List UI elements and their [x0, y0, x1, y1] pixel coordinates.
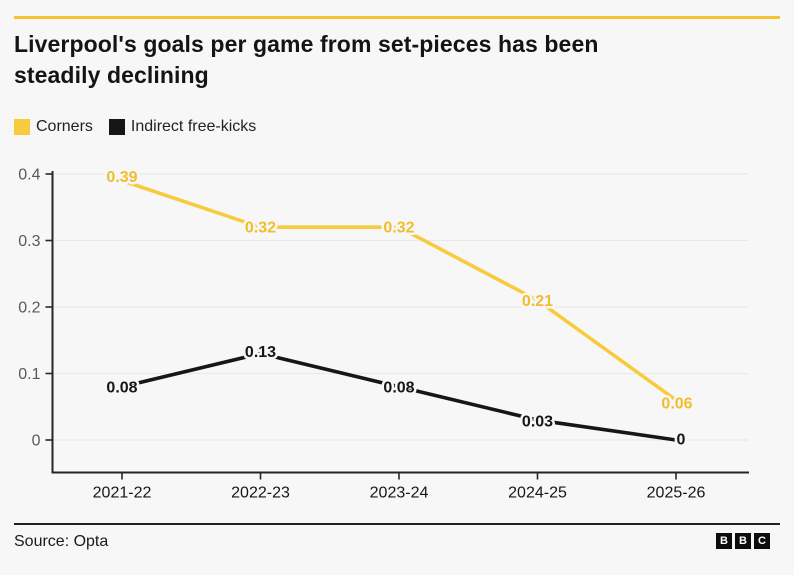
data-label: 0.32	[383, 220, 414, 237]
series-line-corners	[120, 178, 678, 402]
corners-swatch-icon	[14, 119, 30, 135]
legend-label-indirect-free-kicks: Indirect free-kicks	[130, 118, 257, 135]
chart-legend: Corners Indirect free-kicks	[14, 118, 256, 136]
legend-item-corners: Corners	[14, 118, 93, 136]
bbc-logo: B B C	[716, 533, 770, 549]
y-tick-label: 0.2	[18, 300, 40, 317]
indirect-free-kicks-swatch-icon	[108, 119, 125, 135]
x-tick-label: 2021-22	[93, 485, 152, 502]
x-tick-label: 2024-25	[508, 485, 567, 502]
data-label: 0	[677, 432, 686, 449]
footer-divider	[14, 523, 780, 525]
y-tick-label: 0.1	[18, 366, 40, 383]
x-tick-label: 2022-23	[231, 485, 290, 502]
data-label: 0.06	[661, 396, 692, 413]
y-tick-label: 0.3	[18, 233, 40, 250]
source-text: Source: Opta	[14, 533, 109, 550]
data-label: 0.03	[522, 414, 553, 431]
title-line-2: steadily declining	[14, 62, 209, 88]
data-label: 0.08	[383, 379, 414, 396]
data-label: 0.08	[106, 379, 137, 396]
y-tick-label: 0.4	[18, 167, 40, 184]
accent-top-rule	[14, 16, 780, 19]
bbc-logo-block-b2: B	[735, 533, 751, 549]
legend-label-corners: Corners	[36, 118, 93, 135]
data-label: 0.32	[245, 220, 276, 237]
x-tick-label: 2023-24	[370, 485, 429, 502]
x-tick-label: 2025-26	[647, 485, 706, 502]
page-title: Liverpool's goals per game from set-piec…	[14, 29, 734, 91]
y-tick-label: 0	[32, 433, 41, 450]
data-label: 0.13	[245, 344, 276, 361]
legend-item-indirect-free-kicks: Indirect free-kicks	[108, 118, 257, 136]
data-label: 0.39	[106, 169, 137, 186]
title-line-1: Liverpool's goals per game from set-piec…	[14, 31, 599, 57]
bbc-logo-block-b1: B	[716, 533, 732, 549]
series-line-indirect-free-kicks	[120, 351, 678, 442]
bbc-logo-block-c: C	[754, 533, 770, 549]
data-label: 0.21	[522, 293, 553, 310]
